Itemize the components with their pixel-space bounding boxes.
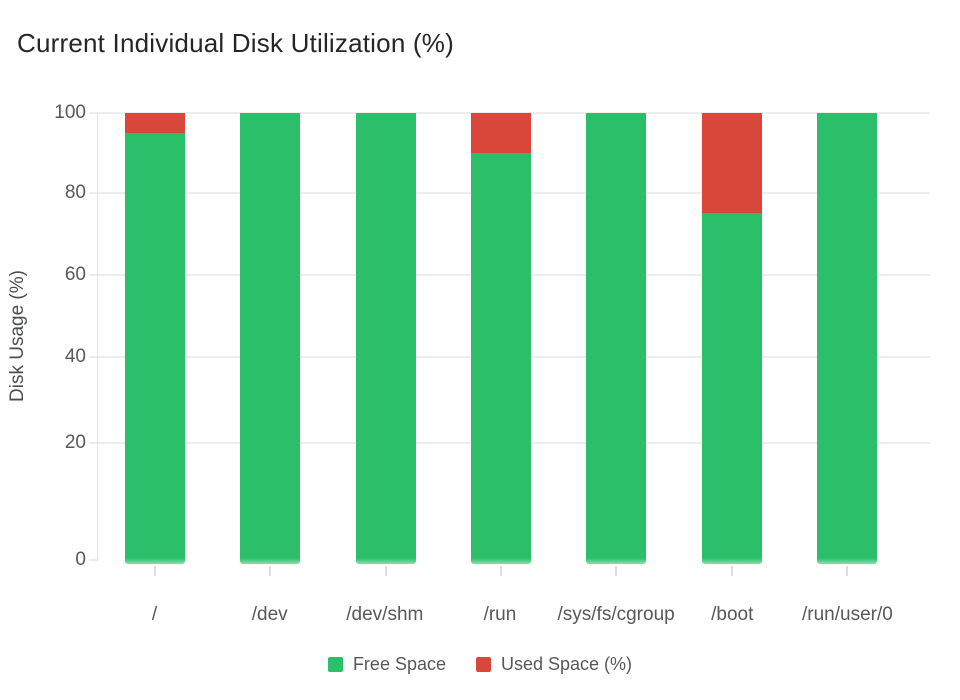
chart-title: Current Individual Disk Utilization (%) bbox=[17, 28, 454, 58]
bar-segment-free-/dev[interactable] bbox=[240, 113, 301, 564]
x-axis-label-/sys/fs/cgroup: /sys/fs/cgroup bbox=[557, 604, 675, 625]
stacked-bar-/sys/fs/cgroup[interactable] bbox=[586, 113, 647, 564]
x-axis-label-/run/user/0: /run/user/0 bbox=[801, 604, 893, 625]
x-axis-label-/dev/shm: /dev/shm bbox=[346, 604, 424, 625]
legend-item-used[interactable]: Used Space (%) bbox=[476, 654, 632, 675]
bar-column-/run bbox=[443, 113, 558, 576]
y-tick-mark-60 bbox=[89, 274, 98, 276]
y-tick-mark-20 bbox=[89, 442, 98, 444]
y-tick-mark-80 bbox=[89, 192, 98, 194]
bar-column-/dev bbox=[212, 113, 327, 576]
y-tick-label-60: 60 bbox=[64, 263, 86, 285]
stacked-bar-/[interactable] bbox=[124, 113, 185, 564]
bars-container bbox=[97, 113, 905, 576]
x-tick-mark-/run bbox=[499, 566, 502, 576]
x-tick-mark-/boot bbox=[730, 566, 733, 576]
x-axis-labels: / /dev/dev/shm/run/sys/fs/cgroup/boot/run… bbox=[97, 604, 905, 626]
bar-segment-used-/run[interactable] bbox=[470, 113, 531, 153]
y-tick-label-80: 80 bbox=[64, 182, 86, 203]
y-tick-label-0: 0 bbox=[75, 549, 86, 570]
bar-column-/ bbox=[97, 113, 212, 576]
y-tick-mark-0 bbox=[89, 559, 98, 561]
y-tick-label-100: 100 bbox=[54, 102, 86, 123]
stacked-bar-/boot[interactable] bbox=[701, 113, 762, 564]
x-tick-mark-/dev/shm bbox=[384, 566, 387, 576]
bar-segment-free-/run/user/0[interactable] bbox=[817, 113, 878, 564]
y-tick-mark-100 bbox=[89, 112, 98, 114]
legend-item-free[interactable]: Free Space bbox=[327, 654, 446, 675]
bar-column-/sys/fs/cgroup bbox=[559, 113, 674, 576]
x-axis-label-/: / bbox=[151, 604, 158, 625]
legend-swatch-used bbox=[476, 657, 491, 672]
x-axis-label-/boot: /boot bbox=[711, 604, 754, 625]
bar-segment-used-/[interactable] bbox=[124, 113, 185, 133]
x-tick-mark-/run/user/0 bbox=[846, 566, 849, 576]
legend: Free Space Used Space (%) bbox=[0, 654, 960, 675]
bar-segment-free-/[interactable] bbox=[124, 133, 185, 564]
bar-segment-free-/sys/fs/cgroup[interactable] bbox=[586, 113, 647, 564]
y-tick-label-40: 40 bbox=[64, 346, 86, 368]
legend-label-free: Free Space bbox=[352, 654, 446, 674]
bar-column-/run/user/0 bbox=[790, 113, 905, 576]
x-tick-mark-/sys/fs/cgroup bbox=[615, 566, 618, 576]
x-tick-mark-/ bbox=[153, 566, 156, 576]
bar-column-/dev/shm bbox=[328, 113, 443, 576]
y-tick-label-20: 20 bbox=[64, 431, 86, 453]
bar-column-/boot bbox=[674, 113, 789, 576]
bar-segment-free-/dev/shm[interactable] bbox=[355, 113, 416, 564]
x-tick-mark-/dev bbox=[269, 566, 272, 576]
bar-segment-used-/boot[interactable] bbox=[701, 113, 762, 214]
x-axis-label-/run: /run bbox=[483, 604, 517, 625]
y-axis-tick-labels: 100 80 60 40 20 0 bbox=[0, 102, 86, 570]
stacked-bar-/dev[interactable] bbox=[240, 113, 301, 564]
legend-swatch-free bbox=[327, 657, 343, 672]
bar-segment-free-/run[interactable] bbox=[470, 153, 531, 564]
stacked-bar-/dev/shm[interactable] bbox=[355, 113, 416, 564]
stacked-bar-/run/user/0[interactable] bbox=[817, 113, 878, 564]
y-tick-mark-40 bbox=[89, 356, 98, 358]
legend-label-used: Used Space (%) bbox=[501, 654, 633, 674]
x-axis-label-/dev: /dev bbox=[251, 604, 288, 625]
stacked-bar-/run[interactable] bbox=[470, 113, 531, 564]
bar-segment-free-/boot[interactable] bbox=[701, 213, 762, 564]
